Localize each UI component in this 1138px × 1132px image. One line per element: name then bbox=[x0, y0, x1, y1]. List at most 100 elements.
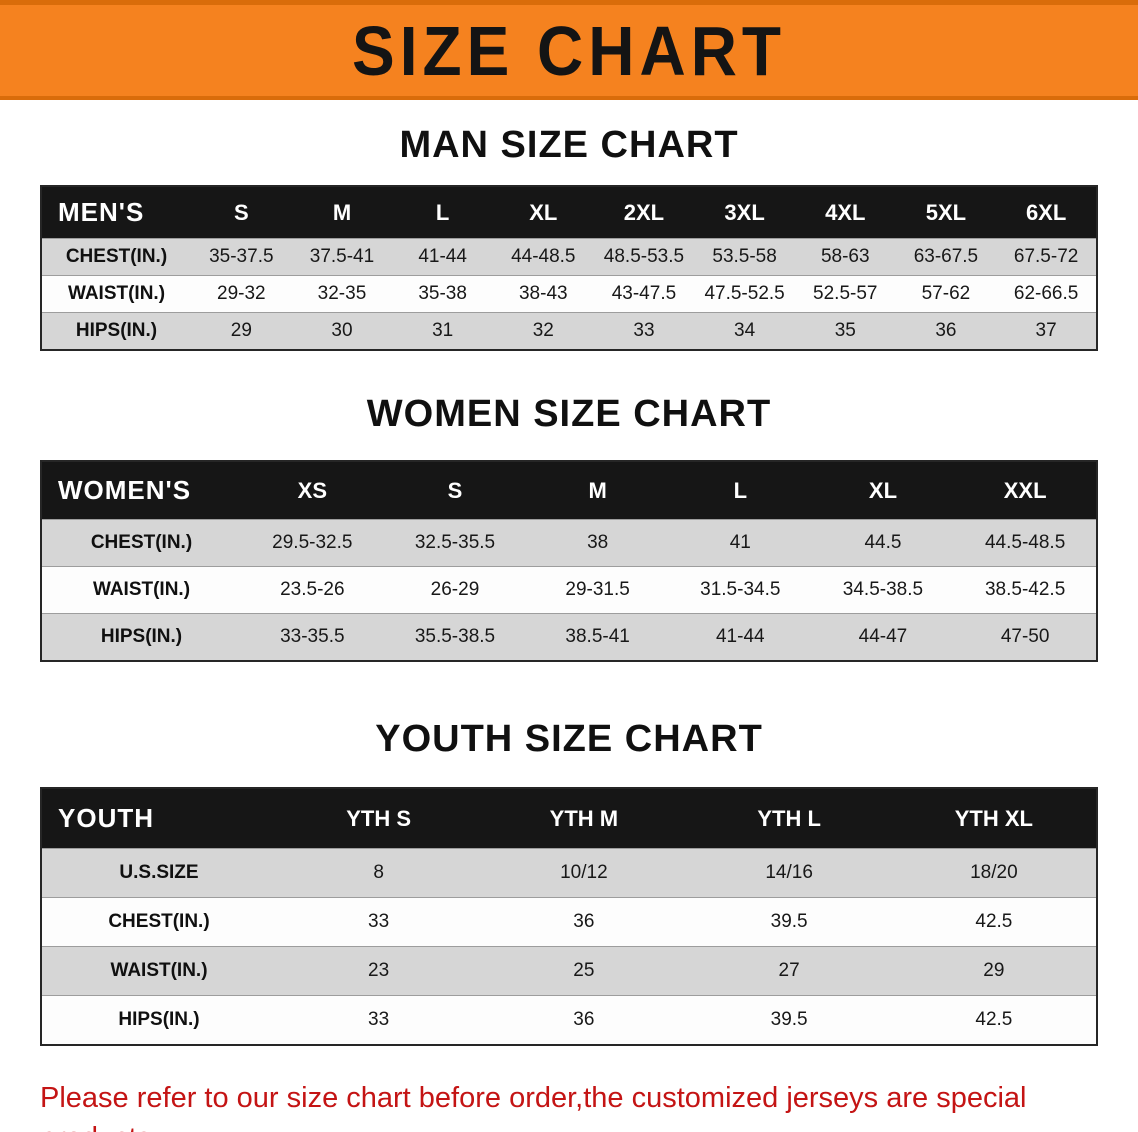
row-label-cell: CHEST(IN.) bbox=[65, 246, 168, 267]
measurement-value-cell: 33 bbox=[633, 320, 655, 341]
size-header-cell: 2XL bbox=[593, 186, 695, 239]
measurement-value-cell: 39.5 bbox=[770, 1009, 808, 1030]
size-header-cell: YTH L bbox=[686, 788, 892, 849]
size-header-cell: M bbox=[526, 461, 669, 520]
measurement-value-cell: 52.5-57 bbox=[813, 283, 878, 304]
table-header-row: MEN'S S M L XL 2XL 3XL 4XL 5XL 6XL bbox=[41, 186, 1097, 239]
measurement-value-cell: 36 bbox=[935, 320, 957, 341]
size-header-cell: YTH XL bbox=[891, 788, 1097, 849]
size-header-cell: 4XL bbox=[794, 186, 896, 239]
measurement-value-cell: 32 bbox=[532, 320, 554, 341]
measurement-value-cell: 48.5-53.5 bbox=[603, 246, 685, 267]
women-size-table: WOMEN'S XS S M L XL XXL CHEST(IN.) 29.5-32.5 32.5… bbox=[40, 460, 1098, 662]
table-row: HIPS(IN.) 33 36 39.5 42.5 bbox=[41, 995, 1097, 1045]
measurement-value-cell: 44.5-48.5 bbox=[984, 532, 1066, 553]
measurement-value-cell: 33 bbox=[368, 1009, 390, 1030]
youth-size-section: YOUTH SIZE CHART YOUTH YTH S YTH M YTH L YTH… bbox=[0, 718, 1138, 1046]
men-section-heading: MAN SIZE CHART bbox=[399, 124, 739, 166]
table-row: WAIST(IN.) 23.5-26 26-29 29-31.5 31.5-34.5 34… bbox=[41, 566, 1097, 614]
measurement-value-cell: 35.5-38.5 bbox=[414, 626, 496, 647]
measurement-value-cell: 42.5 bbox=[975, 911, 1013, 932]
measurement-value-cell: 25 bbox=[573, 960, 595, 981]
size-header-cell: XS bbox=[241, 461, 384, 520]
measurement-value-cell: 26-29 bbox=[430, 579, 480, 600]
size-header-cell: YTH S bbox=[276, 788, 482, 849]
size-header-cell: YTH M bbox=[481, 788, 687, 849]
row-label-cell: CHEST(IN.) bbox=[90, 532, 193, 553]
measurement-value-cell: 36 bbox=[573, 911, 595, 932]
size-header-cell: XL bbox=[492, 186, 594, 239]
measurement-value-cell: 23.5-26 bbox=[280, 579, 345, 600]
measurement-value-cell: 44-48.5 bbox=[511, 246, 576, 267]
measurement-value-cell: 38.5-41 bbox=[565, 626, 630, 647]
measurement-value-cell: 44.5 bbox=[864, 532, 902, 553]
size-header-cell: S bbox=[383, 461, 527, 520]
row-label-cell: WAIST(IN.) bbox=[110, 960, 208, 981]
table-row: CHEST(IN.) 33 36 39.5 42.5 bbox=[41, 897, 1097, 947]
measurement-value-cell: 41-44 bbox=[418, 246, 467, 267]
measurement-value-cell: 41 bbox=[729, 532, 751, 553]
table-row: WAIST(IN.) 23 25 27 29 bbox=[41, 946, 1097, 996]
size-header-cell: L bbox=[668, 461, 812, 520]
measurement-value-cell: 58-63 bbox=[820, 246, 870, 267]
row-label-cell: HIPS(IN.) bbox=[100, 626, 183, 647]
table-header-row: YOUTH YTH S YTH M YTH L YTH XL bbox=[41, 788, 1097, 849]
measurement-value-cell: 29-31.5 bbox=[565, 579, 630, 600]
measurement-value-cell: 33 bbox=[368, 911, 390, 932]
size-charts-main: MAN SIZE CHART MEN'S S M L XL 2XL 3XL 4XL 5XL 6XL… bbox=[0, 124, 1138, 1046]
measurement-value-cell: 41-44 bbox=[715, 626, 765, 647]
measurement-value-cell: 43-47.5 bbox=[611, 283, 677, 304]
table-row: CHEST(IN.) 29.5-32.5 32.5-35.5 38 41 44.5 44.5… bbox=[41, 519, 1097, 567]
table-row: U.S.SIZE 8 10/12 14/16 18/20 bbox=[41, 848, 1097, 898]
size-header-cell: S bbox=[191, 186, 292, 239]
size-chart-banner: SIZE CHART bbox=[0, 0, 1138, 100]
size-header-cell: XXL bbox=[954, 461, 1097, 520]
measurement-value-cell: 47.5-52.5 bbox=[704, 283, 785, 304]
measurement-value-cell: 39.5 bbox=[770, 911, 808, 932]
size-header-cell: 3XL bbox=[694, 186, 795, 239]
table-title-cell: WOMEN'S bbox=[41, 461, 241, 520]
measurement-value-cell: 31.5-34.5 bbox=[700, 579, 781, 600]
measurement-value-cell: 27 bbox=[778, 960, 800, 981]
measurement-value-cell: 29 bbox=[983, 960, 1005, 981]
measurement-value-cell: 38 bbox=[587, 532, 609, 553]
measurement-value-cell: 47-50 bbox=[1000, 626, 1050, 647]
measurement-value-cell: 32-35 bbox=[317, 283, 367, 304]
women-section-heading: WOMEN SIZE CHART bbox=[366, 393, 772, 435]
measurement-value-cell: 29 bbox=[230, 320, 252, 341]
youth-section-heading: YOUTH SIZE CHART bbox=[375, 718, 763, 760]
measurement-value-cell: 10/12 bbox=[560, 862, 608, 883]
measurement-value-cell: 14/16 bbox=[765, 862, 813, 883]
size-header-cell: L bbox=[392, 186, 493, 239]
measurement-value-cell: 38-43 bbox=[518, 283, 568, 304]
page-title: SIZE CHART bbox=[352, 11, 786, 90]
women-size-section: WOMEN SIZE CHART WOMEN'S XS S M L XL XXL CHEST(… bbox=[0, 393, 1138, 662]
table-row: HIPS(IN.) 33-35.5 35.5-38.5 38.5-41 41-44 44-… bbox=[41, 613, 1097, 661]
table-title-cell: YOUTH bbox=[41, 788, 276, 849]
measurement-value-cell: 42.5 bbox=[975, 1009, 1013, 1030]
men-size-section: MAN SIZE CHART MEN'S S M L XL 2XL 3XL 4XL 5XL 6XL… bbox=[0, 124, 1138, 351]
measurement-value-cell: 63-67.5 bbox=[913, 246, 979, 267]
measurement-value-cell: 67.5-72 bbox=[1013, 246, 1079, 267]
row-label-cell: WAIST(IN.) bbox=[67, 283, 166, 304]
measurement-value-cell: 37 bbox=[1035, 320, 1057, 341]
measurement-value-cell: 32.5-35.5 bbox=[414, 532, 496, 553]
measurement-value-cell: 57-62 bbox=[921, 283, 971, 304]
row-label-cell: CHEST(IN.) bbox=[108, 911, 210, 932]
measurement-value-cell: 38.5-42.5 bbox=[984, 579, 1066, 600]
size-header-cell: 5XL bbox=[895, 186, 997, 239]
youth-size-table: YOUTH YTH S YTH M YTH L YTH XL U.S.SIZE 8 10/12… bbox=[40, 787, 1098, 1046]
size-header-cell: 6XL bbox=[996, 186, 1097, 239]
measurement-value-cell: 53.5-58 bbox=[712, 246, 777, 267]
table-row: HIPS(IN.) 29 30 31 32 33 34 35 36 37 bbox=[41, 312, 1097, 350]
measurement-value-cell: 34 bbox=[734, 320, 756, 341]
measurement-value-cell: 29.5-32.5 bbox=[272, 532, 353, 553]
table-title-cell: MEN'S bbox=[41, 186, 191, 239]
table-header-row: WOMEN'S XS S M L XL XXL bbox=[41, 461, 1097, 520]
size-header-cell: M bbox=[291, 186, 393, 239]
row-label-cell: WAIST(IN.) bbox=[92, 579, 191, 600]
measurement-value-cell: 35-37.5 bbox=[209, 246, 274, 267]
measurement-value-cell: 44-47 bbox=[858, 626, 908, 647]
measurement-value-cell: 18/20 bbox=[970, 862, 1018, 883]
measurement-value-cell: 37.5-41 bbox=[309, 246, 375, 267]
